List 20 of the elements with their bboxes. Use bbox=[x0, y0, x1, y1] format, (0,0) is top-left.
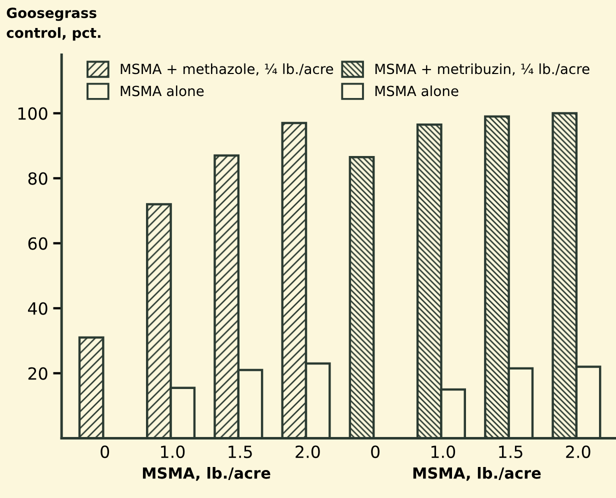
x-tick-label: 1.5 bbox=[228, 446, 252, 458]
legend-label: MSMA alone bbox=[375, 85, 458, 96]
legend-label: MSMA + metribuzin, ¼ lb./acre bbox=[375, 63, 590, 76]
legend-label: MSMA + methazole, ¼ lb./acre bbox=[120, 63, 334, 76]
x-tick-label: 1.0 bbox=[161, 445, 185, 458]
x-tick-label: 1.0 bbox=[431, 445, 456, 458]
text: MSMA, lb./acre bbox=[413, 467, 541, 481]
x-tick-label: 2.0 bbox=[566, 445, 590, 458]
x-tick-label: 0 bbox=[371, 445, 380, 458]
y-tick-label: 100 bbox=[18, 107, 48, 120]
y-axis-title: Goosegrass control, pct. bbox=[6, 8, 100, 41]
x-tick-label: 2.0 bbox=[296, 445, 320, 458]
y-tick-label: 60 bbox=[28, 237, 48, 250]
x-tick-label: 1.5 bbox=[499, 446, 522, 458]
x-tick-label: 0 bbox=[100, 445, 110, 458]
y-tick-label: 80 bbox=[28, 172, 48, 185]
y-tick-label: 20 bbox=[28, 367, 48, 380]
y-tick-label: 40 bbox=[28, 302, 48, 315]
legend-label: MSMA alone bbox=[120, 85, 204, 96]
x-axis-title: MSMA, lb./acre bbox=[142, 467, 270, 481]
